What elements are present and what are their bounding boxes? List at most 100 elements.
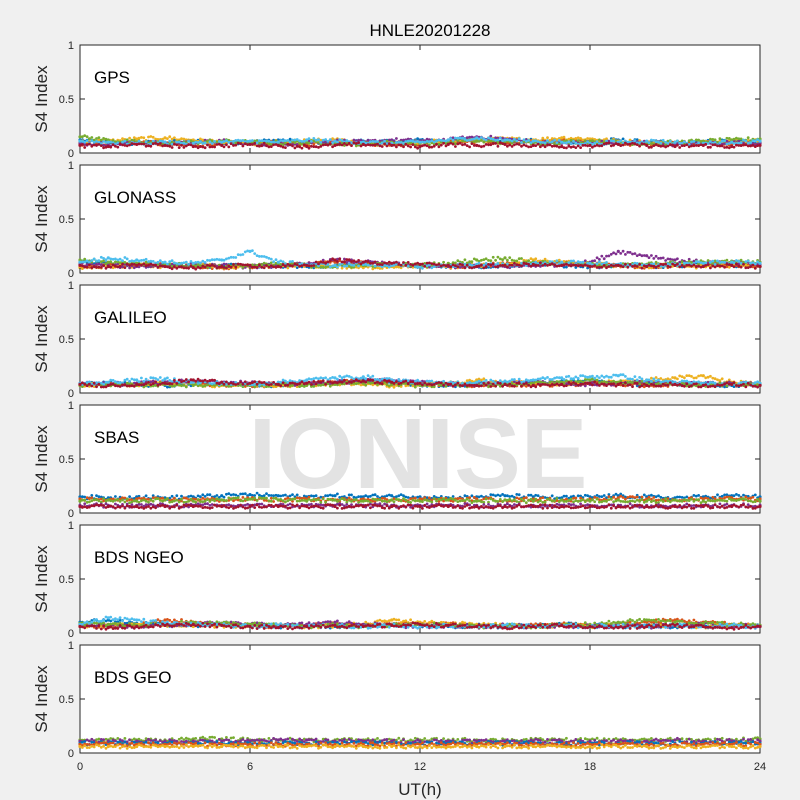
data-point [581, 144, 585, 147]
data-point [666, 141, 670, 145]
data-point [307, 146, 311, 150]
data-point [182, 266, 186, 270]
data-point [465, 136, 469, 140]
data-point [258, 263, 261, 267]
data-point [635, 265, 639, 268]
data-point [612, 143, 615, 147]
data-point [595, 256, 599, 260]
data-point [321, 261, 325, 264]
data-point [151, 142, 155, 146]
data-point [477, 261, 481, 265]
y-tick-label: 0.5 [59, 94, 74, 106]
data-point [489, 263, 493, 267]
data-point [654, 254, 658, 258]
data-point [581, 138, 585, 142]
data-point [746, 136, 750, 140]
data-point [461, 143, 464, 147]
data-point [619, 252, 623, 255]
data-point [463, 258, 467, 262]
data-point [83, 257, 87, 261]
data-point [706, 142, 710, 145]
data-point [515, 263, 519, 267]
data-point [593, 259, 597, 263]
data-point [607, 265, 611, 268]
data-point [399, 143, 403, 147]
data-point [437, 263, 441, 266]
data-point [272, 140, 275, 144]
data-point [130, 259, 134, 263]
data-point [567, 261, 571, 264]
data-point [288, 260, 292, 263]
data-point [364, 259, 368, 263]
data-point [720, 260, 724, 264]
data-point [102, 259, 105, 263]
data-point [215, 266, 219, 270]
data-point [345, 264, 349, 268]
data-point [288, 137, 292, 141]
data-point [652, 262, 656, 266]
data-point [513, 137, 516, 141]
data-point [279, 259, 283, 263]
data-point [95, 266, 98, 269]
data-point [163, 140, 167, 144]
data-point [288, 264, 292, 267]
data-point [668, 265, 672, 269]
data-point [657, 264, 660, 268]
data-point [685, 143, 689, 147]
data-point [624, 253, 627, 256]
data-point [586, 137, 589, 140]
data-point [619, 264, 623, 268]
data-point [130, 142, 134, 145]
data-point [480, 139, 483, 142]
data-point [515, 139, 519, 143]
data-point [123, 139, 127, 143]
data-point [458, 136, 462, 140]
data-point [154, 263, 158, 267]
data-point [166, 137, 169, 141]
data-point [569, 136, 573, 140]
data-point [650, 376, 653, 380]
data-point [480, 263, 483, 267]
data-point [251, 249, 254, 253]
data-point [635, 143, 639, 147]
data-point [569, 259, 573, 263]
data-point [194, 145, 198, 148]
data-point [109, 140, 113, 144]
data-point [555, 264, 559, 268]
data-point [175, 266, 179, 270]
data-point [144, 264, 148, 268]
data-point [576, 136, 580, 140]
data-point [692, 263, 696, 267]
data-point [482, 263, 486, 267]
data-point [272, 138, 275, 142]
data-point [430, 145, 434, 149]
data-point [489, 143, 493, 147]
data-point [191, 138, 195, 142]
data-point [650, 254, 653, 257]
data-point [175, 143, 179, 147]
data-point [140, 142, 143, 146]
data-point [123, 266, 127, 269]
data-point [449, 141, 453, 145]
data-point [324, 143, 327, 147]
data-point [668, 140, 672, 143]
data-point [236, 141, 240, 145]
data-point [376, 263, 379, 266]
data-point [468, 145, 471, 149]
data-point [404, 140, 408, 143]
data-point [697, 260, 700, 264]
data-point [430, 139, 434, 143]
data-point [491, 255, 495, 259]
data-point [83, 143, 87, 146]
data-point [574, 137, 578, 140]
data-point [411, 263, 415, 267]
data-point [170, 137, 174, 141]
data-point [229, 255, 233, 259]
data-point [357, 264, 360, 268]
data-point [317, 138, 320, 142]
data-point [265, 255, 268, 259]
data-point [470, 266, 474, 270]
data-point [373, 143, 377, 147]
data-point [619, 262, 623, 265]
data-point [149, 144, 153, 148]
